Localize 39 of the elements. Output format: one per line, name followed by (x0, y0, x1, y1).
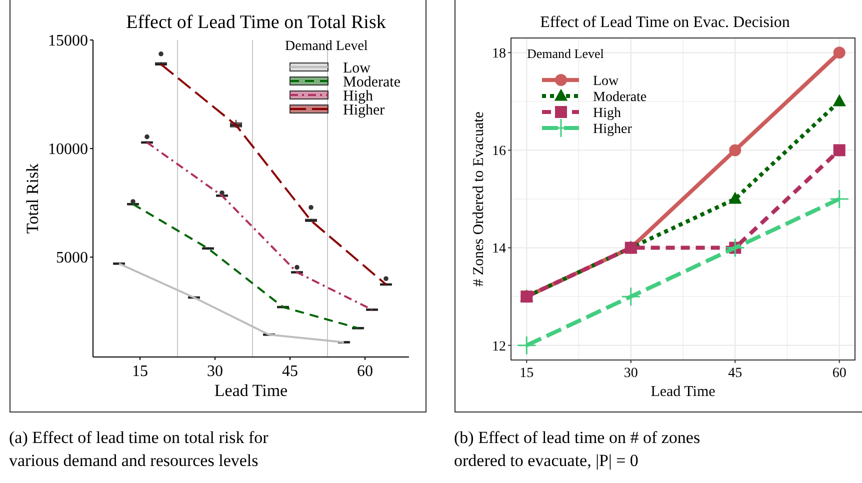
y-tick-label: 18 (492, 46, 506, 62)
point (621, 286, 641, 306)
legend-label: High (343, 88, 374, 104)
x-axis-title: Lead Time (650, 384, 716, 400)
legend-label: Low (343, 60, 371, 76)
legend-label: Moderate (593, 90, 647, 105)
x-tick-label: 60 (357, 363, 373, 380)
x-tick-label: 60 (832, 366, 846, 381)
y-tick-label: 12 (492, 339, 506, 354)
x-tick-label: 30 (207, 363, 223, 380)
y-tick-label: 14 (492, 242, 506, 257)
y-tick-label: 10000 (48, 141, 88, 158)
x-axis-title: Lead Time (214, 381, 288, 400)
x-tick-label: 45 (728, 366, 742, 381)
y-axis-title: # Zones Ordered to Evacuate (471, 111, 487, 286)
x-tick-label: 15 (132, 363, 148, 380)
y-axis-title: Total Risk (23, 162, 42, 234)
legend-label: Low (593, 74, 620, 89)
x-tick-label: 45 (282, 363, 298, 380)
point (729, 144, 742, 156)
y-tick-label: 15000 (48, 32, 88, 50)
y-tick-label: 16 (492, 144, 506, 160)
legend-label: Moderate (343, 74, 401, 90)
legend-label: High (593, 106, 621, 121)
text: (a) Effect of lead time on total risk for various demand and resources levels (9, 428, 269, 470)
x-tick-label: 30 (624, 366, 638, 381)
chart-title: Effect of Lead Time on Total Risk (126, 12, 386, 33)
legend-title: Demand Level (285, 39, 368, 54)
point (833, 144, 846, 156)
point (833, 46, 846, 59)
x-tick-label: 15 (520, 366, 534, 381)
text: (b) Effect of lead time on # of zones ordered to evacuate, |P| = 0 (454, 428, 700, 470)
y-tick-label: 5000 (56, 250, 88, 267)
point (516, 336, 536, 356)
legend-label: Higher (593, 122, 632, 137)
point (725, 238, 745, 258)
legend-title: Demand Level (527, 46, 604, 61)
chart-title: Effect of Lead Time on Evac. Decision (540, 14, 790, 31)
point (830, 189, 850, 209)
